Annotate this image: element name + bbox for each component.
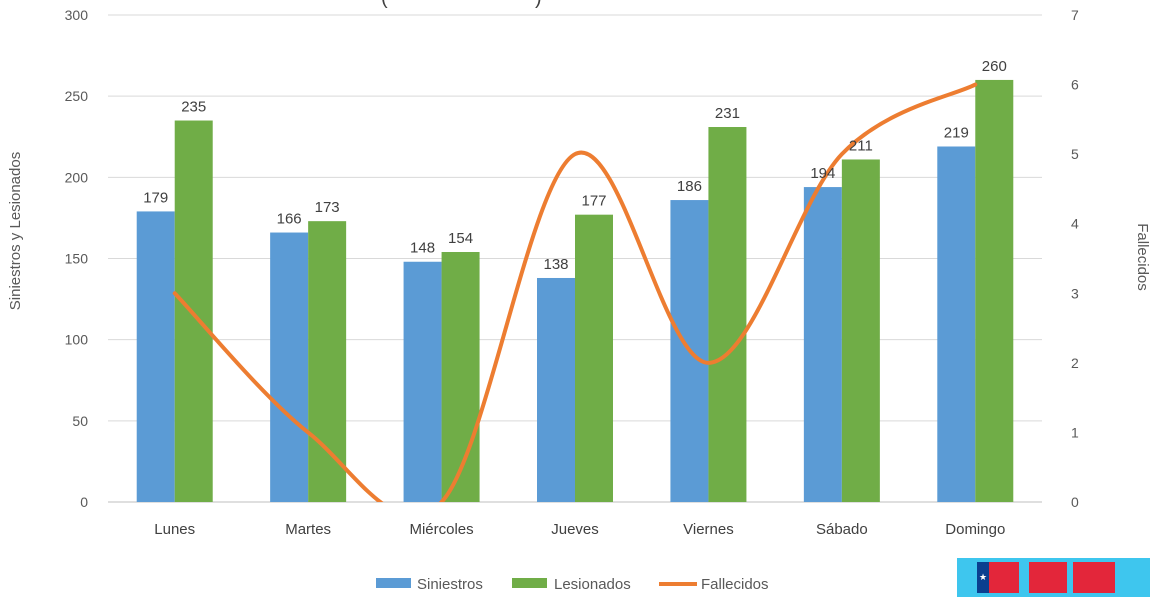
data-label-lesionados: 211	[849, 137, 873, 154]
data-label-siniestros: 219	[944, 124, 969, 141]
x-tick-label: Sábado	[816, 521, 868, 538]
data-label-lesionados: 177	[581, 193, 606, 210]
data-label-lesionados: 231	[715, 105, 740, 122]
bars	[136, 79, 1014, 503]
y-tick-label: 0	[80, 494, 88, 510]
y2-tick-label: 4	[1071, 216, 1079, 232]
data-label-lesionados: 173	[315, 199, 340, 216]
y2-tick-label: 0	[1071, 494, 1079, 510]
data-label-siniestros: 186	[677, 178, 702, 195]
legend: Siniestros Lesionados Fallecidos	[376, 576, 769, 593]
y-tick-label: 50	[72, 413, 88, 429]
legend-label-siniestros: Siniestros	[417, 576, 483, 593]
x-tick-label: Viernes	[683, 521, 734, 538]
chart-title-open-paren: (	[381, 0, 388, 9]
bar-lesionados	[441, 252, 480, 502]
y-tick-label: 250	[65, 88, 89, 104]
bar-siniestros	[270, 232, 309, 502]
y-axis-title: Siniestros y Lesionados	[7, 152, 24, 310]
y-tick-label: 300	[65, 7, 89, 23]
x-tick-label: Martes	[285, 521, 331, 538]
fallecidos-line-group	[172, 82, 978, 502]
data-label-siniestros: 148	[410, 240, 435, 257]
y2-tick-label: 3	[1071, 285, 1079, 301]
legend-swatch-siniestros	[376, 578, 411, 588]
bar-siniestros	[537, 277, 575, 502]
conaset-logo	[1073, 562, 1115, 593]
ministerio-logo	[1029, 562, 1067, 593]
bar-lesionados	[841, 159, 880, 502]
bar-lesionados	[975, 79, 1014, 502]
y2-tick-label: 1	[1071, 424, 1079, 440]
y-tick-label: 100	[65, 332, 89, 348]
data-label-siniestros: 179	[143, 189, 168, 206]
gobierno-de-chile-logo: ★	[977, 562, 1019, 593]
data-labels: 179 235 166 173 148 154 138 177 186 231 194 211 219 2…	[143, 58, 1007, 273]
x-tick-label: Jueves	[551, 521, 599, 538]
legend-label-lesionados: Lesionados	[554, 576, 631, 593]
bar-lesionados	[174, 120, 213, 503]
government-ministry-logos: ★	[957, 558, 1150, 597]
chart-title-close-paren: )	[535, 0, 542, 9]
x-tick-label: Lunes	[154, 521, 195, 538]
y2-tick-label: 5	[1071, 146, 1079, 162]
legend-label-fallecidos: Fallecidos	[701, 576, 769, 593]
bar-siniestros	[136, 211, 175, 502]
y2-tick-label: 7	[1071, 7, 1079, 23]
bar-siniestros	[937, 146, 976, 503]
y2-axis-title: Fallecidos	[1134, 223, 1151, 291]
x-tick-label: Miércoles	[409, 521, 473, 538]
data-label-lesionados: 235	[181, 99, 206, 116]
bar-lesionados	[308, 221, 347, 502]
bar-lesionados	[575, 214, 613, 503]
data-label-siniestros: 194	[810, 165, 835, 182]
data-label-siniestros: 138	[543, 256, 568, 273]
data-label-lesionados: 154	[448, 230, 473, 247]
data-label-siniestros: 166	[277, 211, 302, 228]
y2-tick-label: 6	[1071, 77, 1079, 93]
y2-tick-label: 2	[1071, 355, 1079, 371]
bar-siniestros	[803, 187, 842, 502]
bar-siniestros	[403, 261, 442, 502]
y-tick-label: 200	[65, 169, 89, 185]
data-label-lesionados: 260	[982, 58, 1007, 75]
y-tick-label: 150	[65, 251, 89, 267]
legend-swatch-lesionados	[512, 578, 547, 588]
bar-lesionados	[708, 127, 747, 502]
fallecidos-line	[172, 82, 978, 502]
x-tick-label: Domingo	[945, 521, 1005, 538]
axes: 0 50 100 150 200 250 300 0 1 2 3 4 5 6 7 Lunes Martes Mié…	[65, 7, 1079, 538]
